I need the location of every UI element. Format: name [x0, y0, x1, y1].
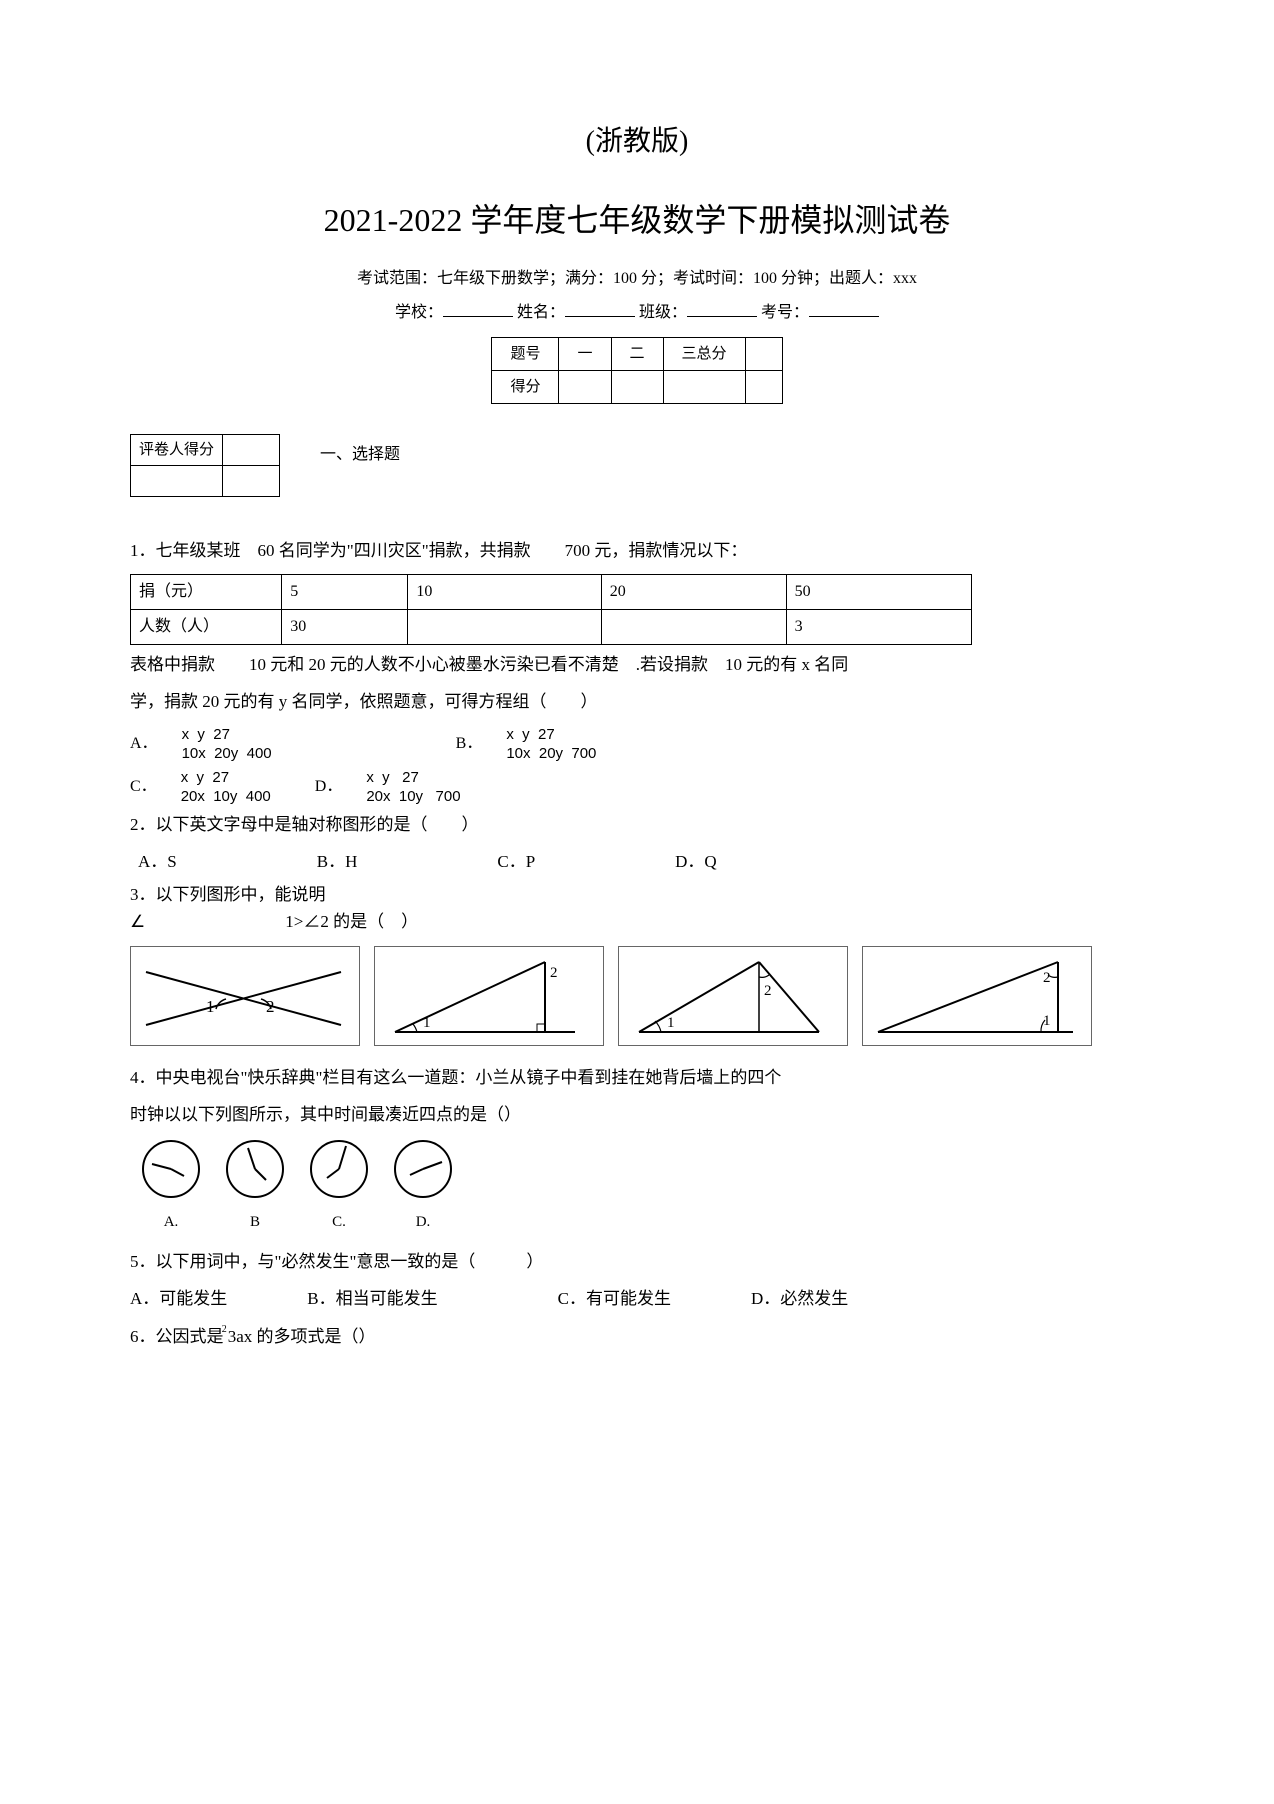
question-4-line2: 时钟以以下列图所示，其中时间最凑近四点的是（） — [130, 1101, 1144, 1128]
q3-figure-b: 1 2 — [374, 946, 604, 1046]
svg-text:1: 1 — [667, 1015, 675, 1031]
student-info-line: 学校： 姓名： 班级： 考号： — [130, 300, 1144, 326]
q5-opt-a: A．可能发生 — [130, 1285, 227, 1312]
cell — [131, 466, 223, 497]
table-row: 得分 — [492, 371, 782, 404]
q1-opts-ab: A． x y 27 10x 20y 400 B． x y 27 10x 20y … — [130, 725, 1144, 764]
question-3: 3．以下列图形中，能说明 ∠1>∠2 的是（ ） — [130, 881, 1144, 935]
clock-icon — [224, 1138, 286, 1200]
class-label: 班级： — [639, 304, 687, 321]
q2-options: A．S B．H C．P D．Q — [138, 848, 1144, 875]
id-label: 考号： — [761, 304, 809, 321]
q5-opt-c: C．有可能发生 — [558, 1285, 671, 1312]
q3-figure-d: 2 1 — [862, 946, 1092, 1046]
superscript-2: 2 — [222, 1324, 227, 1335]
cell — [408, 609, 601, 644]
school-blank — [443, 300, 513, 317]
cell — [745, 338, 782, 371]
clock-a: A. — [140, 1138, 202, 1234]
cell: 10 — [408, 575, 601, 610]
q1-opt-c: x y 27 20x 10y 400 — [181, 768, 271, 807]
q5-options: A．可能发生 B．相当可能发生 C．有可能发生 D．必然发生 — [130, 1285, 1144, 1312]
cell: 20 — [601, 575, 786, 610]
q2-opt-d: D．Q — [675, 848, 717, 875]
cell: 题号 — [492, 338, 559, 371]
clock-d: D. — [392, 1138, 454, 1234]
q1-opt-a: x y 27 10x 20y 400 — [182, 725, 272, 764]
clock-c: C. — [308, 1138, 370, 1234]
clock-icon — [140, 1138, 202, 1200]
edition-subtitle: (浙教版) — [130, 120, 1144, 165]
table-row: 题号 一 二 三总分 — [492, 338, 782, 371]
question-4-line1: 4．中央电视台"快乐辞典"栏目有这么一道题：小兰从镜子中看到挂在她背后墙上的四个 — [130, 1064, 1144, 1091]
question-6: 6．公因式是 3ax 的多项式是（） 2 — [130, 1323, 1144, 1350]
q3-figures: 1 2 1 2 1 2 — [130, 946, 1144, 1046]
question-5: 5．以下用词中，与"必然发生"意思一致的是（ ） — [130, 1248, 1144, 1275]
q1-opt-b: x y 27 10x 20y 700 — [506, 725, 596, 764]
table-row: 捐（元） 5 10 20 50 — [131, 575, 972, 610]
cell: 得分 — [492, 371, 559, 404]
q4-clocks: A. B C. D. — [140, 1138, 1144, 1234]
cell: 50 — [786, 575, 971, 610]
clock-icon — [392, 1138, 454, 1200]
grader-label: 评卷人得分 — [131, 435, 223, 466]
svg-text:2: 2 — [550, 965, 558, 981]
clock-icon — [308, 1138, 370, 1200]
table-row: 人数（人） 30 3 — [131, 609, 972, 644]
cell: 3 — [786, 609, 971, 644]
q1-note2: 学，捐款 20 元的有 y 名同学，依照题意，可得方程组（ ） — [130, 688, 1144, 715]
section-1-heading: 一、选择题 — [320, 442, 400, 468]
question-2: 2．以下英文字母中是轴对称图形的是（ ） — [130, 811, 1144, 838]
class-blank — [687, 300, 757, 317]
clock-b: B — [224, 1138, 286, 1234]
school-label: 学校： — [395, 304, 443, 321]
name-blank — [565, 300, 635, 317]
q3-figure-c: 1 2 — [618, 946, 848, 1046]
exam-meta: 考试范围：七年级下册数学；满分：100 分；考试时间：100 分钟；出题人：xx… — [130, 266, 1144, 292]
score-table: 题号 一 二 三总分 得分 — [491, 337, 782, 404]
cell — [745, 371, 782, 404]
q1-opt-d: x y 27 20x 10y 700 — [366, 768, 460, 807]
cell — [611, 371, 663, 404]
cell: 30 — [282, 609, 408, 644]
cell — [559, 371, 611, 404]
id-blank — [809, 300, 879, 317]
svg-text:1: 1 — [206, 997, 215, 1016]
cell: 5 — [282, 575, 408, 610]
q2-opt-a: A．S — [138, 848, 177, 875]
cell: 三总分 — [663, 338, 745, 371]
svg-text:2: 2 — [764, 983, 772, 999]
page-title: 2021-2022 学年度七年级数学下册模拟测试卷 — [130, 195, 1144, 246]
cell — [601, 609, 786, 644]
cell: 一 — [559, 338, 611, 371]
cell: 二 — [611, 338, 663, 371]
q5-opt-b: B．相当可能发生 — [307, 1285, 437, 1312]
cell — [223, 466, 280, 497]
donation-table: 捐（元） 5 10 20 50 人数（人） 30 3 — [130, 574, 972, 644]
grader-table: 评卷人得分 — [130, 434, 280, 497]
q5-opt-d: D．必然发生 — [751, 1285, 848, 1312]
cell: 捐（元） — [131, 575, 282, 610]
q2-opt-b: B．H — [317, 848, 358, 875]
svg-text:2: 2 — [1043, 970, 1051, 986]
q1-note: 表格中捐款 10 元和 20 元的人数不小心被墨水污染已看不清楚 .若设捐款 1… — [130, 651, 1144, 678]
q2-opt-c: C．P — [497, 848, 535, 875]
name-label: 姓名： — [517, 304, 565, 321]
svg-text:1: 1 — [423, 1015, 431, 1031]
q3-figure-a: 1 2 — [130, 946, 360, 1046]
question-1: 1．七年级某班 60 名同学为"四川灾区"捐款，共捐款 700 元，捐款情况以下… — [130, 537, 1144, 564]
cell — [663, 371, 745, 404]
cell: 人数（人） — [131, 609, 282, 644]
grader-score-cell — [223, 435, 280, 466]
q1-opts-cd: C． x y 27 20x 10y 400 D． x y 27 20x 10y … — [130, 768, 1144, 807]
